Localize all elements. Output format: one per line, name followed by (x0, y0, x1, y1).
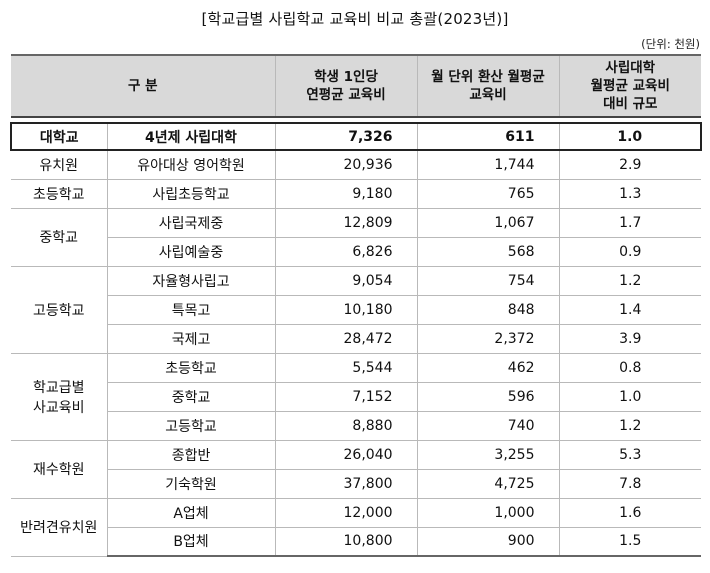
group-cell: 학교급별 사교육비 (11, 353, 108, 441)
monthly-cell: 611 (416, 122, 560, 151)
annual-cell: 20,936 (274, 150, 418, 180)
header-ratio: 사립대학 월평균 교육비 대비 규모 (558, 54, 702, 118)
sub-cell: 사립초등학교 (106, 179, 276, 209)
group-cell: 대학교 (10, 122, 107, 151)
table-row: 반려견유치원 A업체 12,000 1,000 1.6 (11, 498, 702, 557)
monthly-cell: 568 (416, 237, 560, 267)
ratio-cell: 0.9 (558, 237, 702, 267)
table-row: B업체 10,800 900 1.5 (11, 527, 702, 557)
ratio-cell: 1.2 (558, 411, 702, 441)
annual-cell: 10,800 (274, 527, 418, 557)
annual-cell: 12,000 (274, 498, 418, 528)
unit-label: (단위: 천원) (641, 37, 700, 51)
table-row: 사립예술중 6,826 568 0.9 (11, 237, 702, 267)
table-row: 중학교 7,152 596 1.0 (11, 382, 702, 412)
table-row: 재수학원 종합반 26,040 3,255 5.3 (11, 440, 702, 499)
ratio-cell: 1.0 (558, 382, 702, 412)
monthly-cell: 1,067 (416, 208, 560, 238)
monthly-cell: 2,372 (416, 324, 560, 354)
sub-cell: 고등학교 (107, 411, 276, 441)
monthly-cell: 754 (416, 266, 560, 296)
sub-cell: 종합반 (106, 440, 276, 470)
table-row-highlight: 대학교 4년제 사립대학 7,326 611 1.0 (10, 122, 703, 151)
annual-cell: 9,054 (274, 266, 418, 296)
header-annual: 학생 1인당 연평균 교육비 (274, 54, 418, 118)
table-row: 고등학교 8,880 740 1.2 (11, 411, 702, 441)
sub-cell: 유아대상 영어학원 (106, 150, 276, 180)
ratio-cell: 1.0 (558, 122, 703, 151)
ratio-cell: 1.6 (558, 498, 702, 528)
education-cost-table: 구 분 학생 1인당 연평균 교육비 월 단위 환산 월평균 교육비 사립대학 월평균… (10, 54, 703, 557)
annual-cell: 28,472 (274, 324, 418, 354)
sub-cell: A업체 (106, 498, 276, 528)
annual-cell: 7,326 (274, 122, 418, 151)
annual-cell: 8,880 (274, 411, 418, 441)
table-row: 중학교 사립국제중 12,809 1,067 1.7 (11, 208, 702, 267)
group-cell: 고등학교 (11, 266, 108, 354)
annual-cell: 6,826 (274, 237, 418, 267)
sub-cell: 4년제 사립대학 (106, 122, 276, 151)
table-row: 유치원 유아대상 영어학원 20,936 1,744 2.9 (11, 150, 702, 180)
ratio-cell: 1.5 (558, 527, 702, 557)
table-row: 초등학교 사립초등학교 9,180 765 1.3 (11, 179, 702, 209)
sub-cell: 중학교 (107, 382, 276, 412)
monthly-cell: 4,725 (416, 469, 560, 499)
monthly-cell: 3,255 (416, 440, 560, 470)
monthly-cell: 740 (416, 411, 560, 441)
group-cell: 반려견유치원 (11, 498, 108, 557)
ratio-cell: 2.9 (558, 150, 702, 180)
group-cell: 유치원 (11, 150, 108, 180)
group-cell: 초등학교 (11, 179, 108, 209)
sub-cell: 특목고 (107, 295, 276, 325)
table-row: 학교급별 사교육비 초등학교 5,544 462 0.8 (11, 353, 702, 441)
annual-cell: 12,809 (274, 208, 418, 238)
ratio-cell: 1.7 (558, 208, 702, 238)
monthly-cell: 596 (416, 382, 560, 412)
table-row: 국제고 28,472 2,372 3.9 (11, 324, 702, 354)
annual-cell: 9,180 (274, 179, 418, 209)
monthly-cell: 848 (416, 295, 560, 325)
sub-cell: 사립예술중 (107, 237, 276, 267)
ratio-cell: 7.8 (558, 469, 702, 499)
table-row: 고등학교 자율형사립고 9,054 754 1.2 (11, 266, 702, 354)
monthly-cell: 765 (416, 179, 560, 209)
table-row: 특목고 10,180 848 1.4 (11, 295, 702, 325)
annual-cell: 26,040 (274, 440, 418, 470)
group-cell: 중학교 (11, 208, 108, 267)
table-row: 기숙학원 37,800 4,725 7.8 (11, 469, 702, 499)
sub-cell: 자율형사립고 (106, 266, 276, 296)
monthly-cell: 462 (416, 353, 560, 383)
sub-cell: B업체 (107, 527, 276, 557)
annual-cell: 5,544 (274, 353, 418, 383)
header-category: 구 분 (11, 54, 276, 118)
ratio-cell: 1.2 (558, 266, 702, 296)
annual-cell: 10,180 (274, 295, 418, 325)
group-cell: 재수학원 (11, 440, 108, 499)
sub-cell: 사립국제중 (106, 208, 276, 238)
table-title: [학교급별 사립학교 교육비 비교 총괄(2023년)] (201, 10, 509, 28)
annual-cell: 7,152 (274, 382, 418, 412)
ratio-cell: 0.8 (558, 353, 702, 383)
monthly-cell: 900 (416, 527, 560, 557)
ratio-cell: 1.3 (558, 179, 702, 209)
sub-cell: 국제고 (107, 324, 276, 354)
monthly-cell: 1,000 (416, 498, 560, 528)
header-monthly: 월 단위 환산 월평균 교육비 (416, 54, 560, 118)
header-row: 구 분 학생 1인당 연평균 교육비 월 단위 환산 월평균 교육비 사립대학 월평균… (11, 54, 702, 118)
sub-cell: 초등학교 (106, 353, 276, 383)
sub-cell: 기숙학원 (107, 469, 276, 499)
annual-cell: 37,800 (274, 469, 418, 499)
ratio-cell: 3.9 (558, 324, 702, 354)
monthly-cell: 1,744 (416, 150, 560, 180)
ratio-cell: 5.3 (558, 440, 702, 470)
ratio-cell: 1.4 (558, 295, 702, 325)
